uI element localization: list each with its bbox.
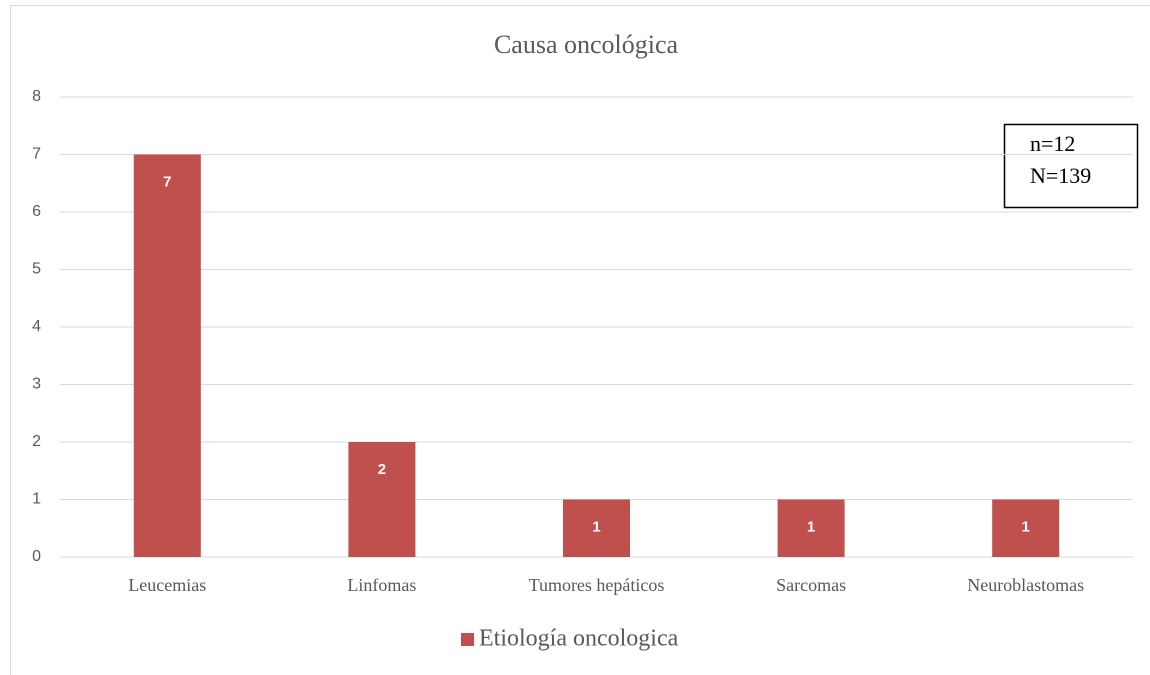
bar bbox=[992, 499, 1060, 557]
legend-swatch bbox=[461, 633, 474, 646]
x-tick-label: Neuroblastomas bbox=[967, 575, 1084, 595]
x-tick-label: Sarcomas bbox=[776, 575, 846, 595]
y-tick-label: 6 bbox=[32, 203, 41, 220]
x-tick-label: Linfomas bbox=[347, 575, 416, 595]
data-label: 2 bbox=[378, 461, 386, 478]
data-label: 1 bbox=[807, 518, 815, 535]
annotation: n=12 bbox=[1030, 131, 1075, 156]
y-tick-label: 5 bbox=[32, 261, 41, 278]
chart-title: Causa oncológica bbox=[494, 30, 679, 59]
bar bbox=[133, 154, 201, 557]
data-label: 7 bbox=[163, 173, 171, 190]
y-tick-label: 2 bbox=[32, 433, 41, 450]
data-label: 1 bbox=[1022, 518, 1030, 535]
y-tick-label: 4 bbox=[32, 318, 41, 335]
y-tick-label: 8 bbox=[32, 88, 41, 105]
annotation-box bbox=[1003, 123, 1139, 209]
legend-label: Etiología oncologica bbox=[479, 626, 679, 652]
bar bbox=[777, 499, 845, 557]
x-tick-label: Tumores hepáticos bbox=[529, 575, 665, 595]
x-tick-label: Leucemias bbox=[128, 575, 206, 595]
y-tick-label: 7 bbox=[32, 146, 41, 163]
annotation: N=139 bbox=[1030, 163, 1091, 188]
bar bbox=[563, 499, 630, 557]
data-label: 1 bbox=[592, 518, 600, 535]
y-tick-label: 3 bbox=[32, 376, 41, 393]
bar bbox=[348, 442, 416, 557]
y-tick-label: 1 bbox=[32, 491, 41, 508]
y-tick-label: 0 bbox=[32, 548, 41, 565]
